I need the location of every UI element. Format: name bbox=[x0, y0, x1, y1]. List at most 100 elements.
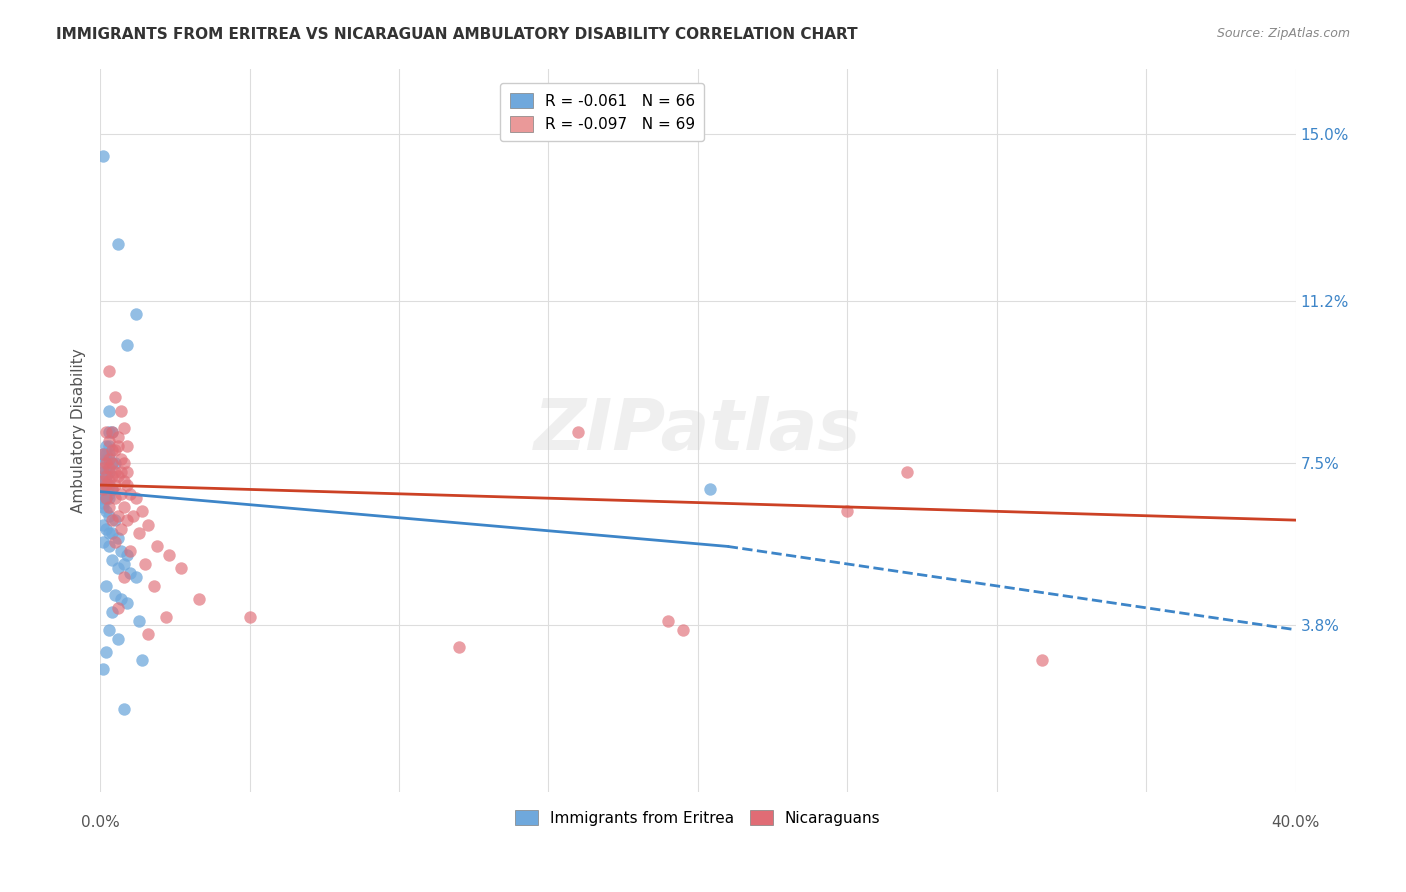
Point bbox=[112, 557, 135, 571]
Point bbox=[91, 465, 114, 479]
Point bbox=[101, 513, 124, 527]
Point bbox=[98, 491, 121, 506]
Point bbox=[101, 605, 124, 619]
Point bbox=[91, 483, 114, 497]
Point bbox=[91, 487, 114, 501]
Point bbox=[94, 439, 117, 453]
Y-axis label: Ambulatory Disability: Ambulatory Disability bbox=[72, 348, 86, 513]
Point bbox=[91, 662, 114, 676]
Point bbox=[115, 337, 138, 351]
Point bbox=[170, 561, 193, 575]
Point bbox=[122, 508, 145, 523]
Point bbox=[94, 483, 117, 497]
Point bbox=[91, 517, 114, 532]
Point bbox=[91, 535, 114, 549]
Point bbox=[238, 609, 260, 624]
Point bbox=[672, 623, 695, 637]
Point bbox=[157, 548, 180, 562]
Point bbox=[91, 495, 114, 509]
Point bbox=[98, 474, 121, 488]
Point bbox=[104, 535, 127, 549]
Point bbox=[104, 491, 127, 506]
Point bbox=[98, 451, 121, 466]
Point bbox=[101, 483, 124, 497]
Point bbox=[98, 460, 121, 475]
Point bbox=[110, 544, 132, 558]
Point bbox=[115, 465, 138, 479]
Point bbox=[134, 557, 156, 571]
Point bbox=[118, 487, 141, 501]
Point bbox=[187, 592, 209, 607]
Point bbox=[104, 390, 127, 404]
Point bbox=[91, 500, 114, 514]
Point bbox=[657, 614, 679, 628]
Point bbox=[125, 307, 148, 321]
Text: IMMIGRANTS FROM ERITREA VS NICARAGUAN AMBULATORY DISABILITY CORRELATION CHART: IMMIGRANTS FROM ERITREA VS NICARAGUAN AM… bbox=[56, 27, 858, 42]
Point bbox=[94, 465, 117, 479]
Point bbox=[112, 421, 135, 435]
Point bbox=[107, 600, 129, 615]
Point bbox=[131, 653, 153, 667]
Point bbox=[94, 491, 117, 506]
Point bbox=[98, 447, 121, 461]
Point bbox=[91, 483, 114, 497]
Point bbox=[98, 403, 121, 417]
Point bbox=[101, 425, 124, 440]
Point bbox=[98, 526, 121, 541]
Point bbox=[101, 552, 124, 566]
Point bbox=[94, 478, 117, 492]
Point bbox=[98, 478, 121, 492]
Point bbox=[128, 526, 150, 541]
Point bbox=[91, 478, 114, 492]
Point bbox=[91, 456, 114, 470]
Point bbox=[118, 566, 141, 580]
Point bbox=[94, 645, 117, 659]
Point bbox=[112, 570, 135, 584]
Point bbox=[94, 451, 117, 466]
Point bbox=[837, 504, 859, 518]
Point bbox=[91, 447, 114, 461]
Point bbox=[136, 627, 159, 641]
Point bbox=[101, 456, 124, 470]
Text: 40.0%: 40.0% bbox=[1271, 814, 1320, 830]
Point bbox=[107, 430, 129, 444]
Point bbox=[896, 465, 918, 479]
Point bbox=[128, 614, 150, 628]
Point bbox=[136, 517, 159, 532]
Point bbox=[98, 623, 121, 637]
Text: 0.0%: 0.0% bbox=[80, 814, 120, 830]
Point bbox=[98, 508, 121, 523]
Point bbox=[94, 425, 117, 440]
Point bbox=[94, 487, 117, 501]
Point bbox=[115, 596, 138, 610]
Point bbox=[91, 469, 114, 483]
Point bbox=[98, 425, 121, 440]
Legend: Immigrants from Eritrea, Nicaraguans: Immigrants from Eritrea, Nicaraguans bbox=[506, 801, 890, 835]
Point bbox=[107, 439, 129, 453]
Point bbox=[101, 442, 124, 457]
Point bbox=[110, 592, 132, 607]
Point bbox=[91, 474, 114, 488]
Point bbox=[91, 460, 114, 475]
Point bbox=[94, 491, 117, 506]
Point bbox=[131, 504, 153, 518]
Point bbox=[107, 561, 129, 575]
Point bbox=[115, 548, 138, 562]
Point bbox=[112, 500, 135, 514]
Point bbox=[101, 456, 124, 470]
Point bbox=[98, 439, 121, 453]
Point bbox=[91, 447, 114, 461]
Point bbox=[110, 403, 132, 417]
Point bbox=[107, 531, 129, 545]
Point bbox=[91, 491, 114, 506]
Point bbox=[98, 434, 121, 449]
Point bbox=[118, 544, 141, 558]
Point bbox=[142, 579, 165, 593]
Point bbox=[91, 474, 114, 488]
Point bbox=[1031, 653, 1053, 667]
Point bbox=[101, 425, 124, 440]
Point bbox=[110, 522, 132, 536]
Point bbox=[94, 474, 117, 488]
Point bbox=[101, 483, 124, 497]
Point bbox=[94, 504, 117, 518]
